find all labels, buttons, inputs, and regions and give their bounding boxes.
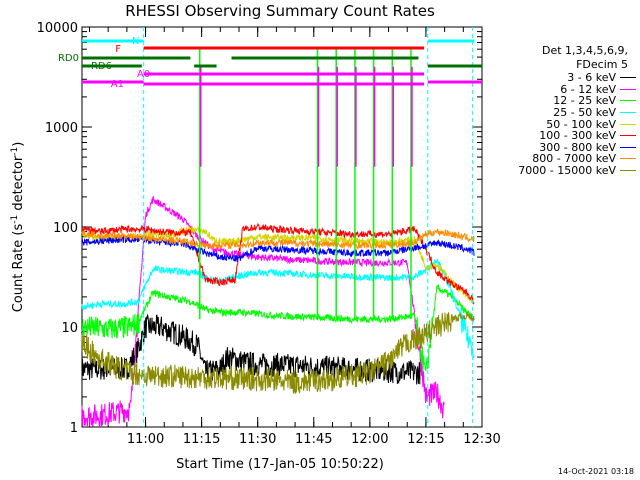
legend-header-line2: FDecim 5 — [576, 58, 628, 71]
legend-entry: 7000 - 15000 keV — [478, 164, 636, 178]
x-tick-label: 11:15 — [183, 432, 220, 447]
series-line-3 — [81, 257, 475, 359]
x-tick-label: 12:30 — [463, 432, 500, 447]
legend-label: 800 - 7000 keV — [532, 152, 616, 166]
series-line-4 — [81, 225, 475, 304]
legend-label: 12 - 25 keV — [553, 94, 616, 108]
y-tick-label: 100 — [53, 221, 78, 236]
flags-group: NF RD0 RD6 A0 A1 — [58, 36, 482, 90]
series-group — [81, 27, 475, 428]
series-line-1 — [81, 195, 445, 428]
legend-label: 25 - 50 keV — [553, 106, 616, 120]
legend-swatch — [620, 146, 636, 148]
flag-label-rd6: RD6 — [91, 61, 112, 72]
flag-label-rd0: RD0 — [58, 53, 79, 64]
legend-swatch — [620, 112, 636, 114]
x-tick-label: 12:15 — [407, 432, 444, 447]
x-tick-label: 12:00 — [351, 432, 388, 447]
flag-label-n: N — [132, 36, 139, 47]
legend-entry: 6 - 12 keV — [478, 82, 636, 96]
legend-swatch — [620, 123, 636, 125]
y-axis-label-main: Count Rate (s — [11, 224, 26, 313]
legend-swatch — [620, 135, 636, 137]
legend-label: 100 - 300 keV — [539, 129, 616, 143]
x-axis-label: Start Time (17-Jan-05 10:50:22) — [176, 457, 384, 472]
series-line-8 — [81, 312, 475, 394]
legend-entry: 3 - 6 keV — [478, 71, 636, 85]
y-tick-label: 10 — [61, 321, 78, 336]
flag-label-a1: A1 — [111, 79, 124, 90]
series-line-6 — [81, 234, 475, 262]
legend-entry: 25 - 50 keV — [478, 106, 636, 120]
legend-label: 300 - 800 keV — [539, 140, 616, 154]
legend-swatch — [620, 77, 636, 79]
legend-label: 3 - 6 keV — [567, 71, 616, 85]
chart-title: RHESSI Observing Summary Count Rates — [125, 2, 435, 20]
legend-entry: 100 - 300 keV — [478, 129, 636, 143]
legend-entry: 800 - 7000 keV — [478, 152, 636, 166]
y-tick-label: 1000 — [45, 121, 78, 136]
series-line-7 — [81, 228, 475, 250]
legend-entry: 12 - 25 keV — [478, 94, 636, 108]
flag-label-f: F — [115, 44, 121, 55]
y-axis-label-mid: detector — [11, 155, 26, 215]
x-tick-label: 11:45 — [295, 432, 332, 447]
legend: Det 1,3,4,5,6,9, FDecim 5 3 - 6 keV 6 - 1… — [478, 44, 636, 178]
legend-entry: 300 - 800 keV — [478, 140, 636, 154]
legend-label: 7000 - 15000 keV — [518, 164, 616, 178]
y-tick-label: 1 — [70, 421, 78, 436]
legend-swatch — [620, 88, 636, 90]
legend-swatch — [620, 158, 636, 160]
legend-swatch — [620, 170, 636, 172]
flag-label-a0: A0 — [137, 69, 150, 80]
legend-rows: 3 - 6 keV 6 - 12 keV 12 - 25 keV 25 - 50 ke… — [478, 71, 636, 178]
series-line-2 — [81, 284, 475, 372]
legend-label: 6 - 12 keV — [560, 82, 616, 96]
x-axis: 11:00 11:15 11:30 11:45 12:00 12:15 12:30 — [88, 27, 501, 447]
y-tick-label: 10000 — [37, 21, 78, 36]
y-axis-label-sup2: -1 — [10, 147, 20, 156]
y-axis-label: Count Rate (s-1 detector-1) — [10, 142, 26, 313]
x-tick-label: 11:00 — [127, 432, 164, 447]
series-line-5 — [81, 222, 475, 305]
legend-swatch — [620, 100, 636, 102]
y-axis-label-sup1: -1 — [10, 215, 20, 224]
x-tick-label: 11:30 — [239, 432, 276, 447]
timestamp: 14-Oct-2021 03:18 — [558, 467, 634, 476]
y-axis-label-end: ) — [11, 142, 26, 147]
legend-header-line1: Det 1,3,4,5,6,9, — [541, 44, 628, 57]
legend-entry: 50 - 100 keV — [478, 117, 636, 131]
legend-label: 50 - 100 keV — [546, 117, 616, 131]
